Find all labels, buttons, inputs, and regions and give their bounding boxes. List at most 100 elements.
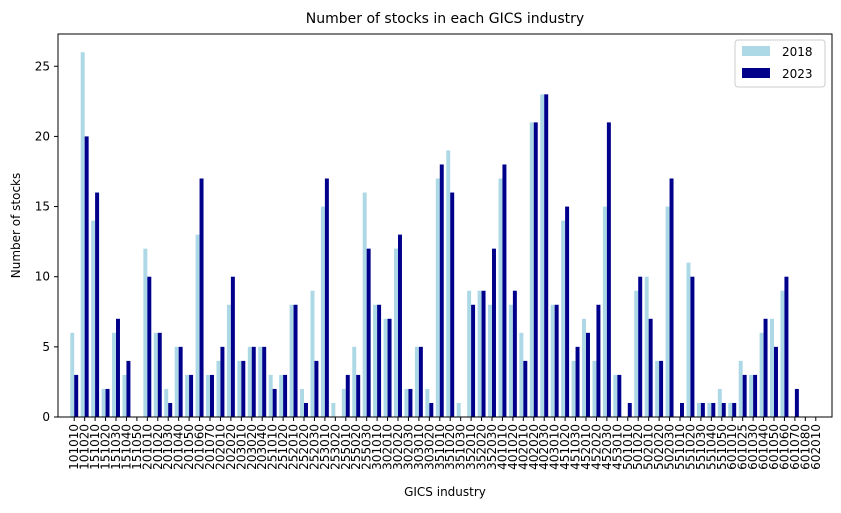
- bar-2023-101020: [84, 136, 89, 417]
- bar-2018-201070: [206, 374, 210, 417]
- x-tick-label: 101020: [78, 424, 92, 470]
- x-tick-label: 151050: [130, 424, 144, 470]
- bar-2023-403010: [554, 304, 559, 417]
- x-tick-label: 252030: [307, 424, 321, 470]
- x-tick-label: 601030: [746, 424, 760, 470]
- x-tick-label: 601050: [767, 424, 781, 470]
- x-tick-label: 352020: [475, 424, 489, 470]
- x-tick-label: 601040: [757, 424, 771, 470]
- bar-2023-302020: [398, 234, 402, 417]
- x-tick-label: 551010: [673, 424, 687, 470]
- bar-2023-352010: [471, 304, 476, 417]
- bar-2018-203040: [258, 346, 263, 417]
- bar-2018-201030: [164, 388, 169, 417]
- bar-2023-601025: [742, 374, 747, 417]
- x-tick-label: 253020: [328, 424, 342, 470]
- bar-2023-303020: [429, 402, 434, 417]
- bar-2018-203020: [247, 346, 252, 417]
- legend-swatch-2018: [742, 46, 770, 56]
- legend-swatch-2023: [742, 68, 770, 78]
- x-tick-label: 255020: [349, 424, 363, 470]
- bar-2018-251020: [279, 374, 284, 417]
- bar-2023-551010: [680, 402, 684, 417]
- bar-2023-401020: [512, 290, 517, 417]
- x-tick-label: 151010: [88, 424, 102, 470]
- bar-2023-253010: [324, 178, 329, 417]
- bar-2018-352010: [467, 290, 472, 417]
- bar-2023-151020: [105, 388, 110, 417]
- x-tick-label: 551040: [704, 424, 718, 470]
- bar-2018-101010: [70, 332, 75, 417]
- y-tick-label: 25: [35, 59, 50, 73]
- bar-2023-302010: [387, 318, 392, 417]
- chart-title: Number of stocks in each GICS industry: [306, 11, 584, 27]
- bar-2023-201030: [168, 402, 173, 417]
- bar-2018-302030: [404, 388, 409, 417]
- x-tick-label: 402010: [516, 424, 530, 470]
- bar-2018-452010: [582, 318, 586, 417]
- bar-2018-601010: [728, 402, 733, 417]
- bar-2018-551040: [707, 402, 712, 417]
- bar-2018-101020: [80, 52, 85, 418]
- bar-2023-601010: [732, 402, 737, 417]
- x-tick-label: 203040: [255, 424, 269, 470]
- bar-2018-453010: [613, 374, 618, 417]
- x-tick-label: 303020: [422, 424, 436, 470]
- bar-2018-452020: [592, 360, 597, 417]
- x-tick-label: 502020: [652, 424, 666, 470]
- bar-2023-255010: [345, 374, 350, 417]
- bar-2018-351030: [456, 402, 461, 417]
- bar-2023-252020: [304, 402, 308, 417]
- bar-2023-551020: [690, 276, 695, 417]
- bar-2023-203040: [262, 346, 267, 417]
- y-axis-label: Number of stocks: [9, 173, 23, 279]
- x-tick-label: 551020: [683, 424, 697, 470]
- bar-2023-601070: [794, 388, 799, 417]
- x-tick-label: 201010: [140, 424, 154, 470]
- bar-2018-303010: [414, 346, 419, 417]
- y-tick-label: 0: [42, 410, 50, 424]
- bar-2023-201040: [178, 346, 183, 417]
- bar-2018-601060: [780, 290, 785, 417]
- x-tick-label: 402020: [527, 424, 541, 470]
- bar-2023-201060: [199, 178, 204, 417]
- bar-2023-201020: [157, 332, 162, 417]
- x-tick-label: 201070: [203, 424, 217, 470]
- x-tick-label: 601010: [725, 424, 739, 470]
- bar-2018-253010: [320, 206, 325, 417]
- x-tick-label: 203010: [234, 424, 248, 470]
- bar-2018-302010: [383, 318, 388, 417]
- bar-2023-252030: [314, 360, 319, 417]
- x-tick-label: 252020: [297, 424, 311, 470]
- bar-2018-253020: [331, 402, 336, 417]
- bar-2023-251020: [283, 374, 288, 417]
- bar-2023-203020: [251, 346, 256, 417]
- x-tick-label: 252010: [287, 424, 301, 470]
- x-tick-label: 151020: [99, 424, 113, 470]
- bar-2018-401010: [498, 178, 503, 417]
- bar-2018-452030: [602, 206, 607, 417]
- bar-2023-201010: [147, 276, 152, 417]
- x-tick-label: 201050: [182, 424, 196, 470]
- x-tick-label: 401010: [495, 424, 509, 470]
- bar-2018-151030: [112, 332, 116, 417]
- x-tick-label: 452030: [600, 424, 614, 470]
- bar-2023-501010: [627, 402, 632, 417]
- x-tick-label: 551050: [715, 424, 729, 470]
- bar-2023-202020: [230, 276, 235, 417]
- bar-2018-502020: [655, 360, 660, 417]
- x-tick-label: 451020: [558, 424, 572, 470]
- x-tick-label: 302020: [391, 424, 405, 470]
- bar-2023-303010: [418, 346, 423, 417]
- bar-2018-255010: [341, 388, 346, 417]
- bar-2018-351010: [435, 178, 440, 417]
- bar-2023-453010: [617, 374, 622, 417]
- x-tick-label: 453010: [610, 424, 624, 470]
- x-tick-label: 201060: [193, 424, 207, 470]
- bar-2018-352020: [477, 290, 482, 417]
- plot-frame: [57, 33, 833, 418]
- bar-2018-601050: [770, 318, 774, 417]
- bar-2018-151010: [91, 220, 96, 417]
- legend-label-2023: 2023: [782, 67, 813, 81]
